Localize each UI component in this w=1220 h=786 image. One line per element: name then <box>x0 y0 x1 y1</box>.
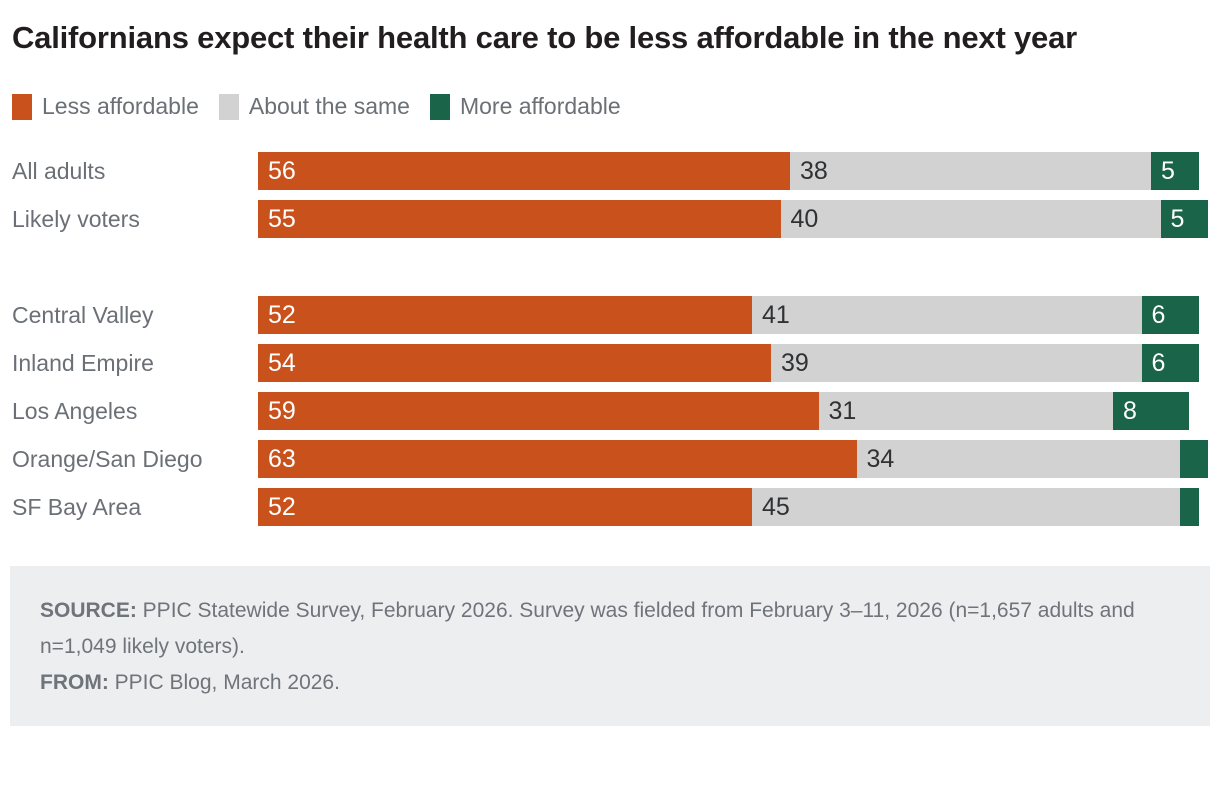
bar-segment-more-affordable: 5 <box>1160 200 1208 238</box>
bar-value-label: 52 <box>268 300 296 329</box>
chart-row: Central Valley 52 41 6 <box>12 296 1208 334</box>
legend-swatch-less-affordable-icon <box>12 93 32 120</box>
legend: Less affordable About the same More affo… <box>12 93 1208 120</box>
bar-value-label: 39 <box>781 348 809 377</box>
legend-label: More affordable <box>459 93 621 119</box>
bar-segment-less-affordable: 55 <box>258 200 781 238</box>
source-note: SOURCE: PPIC Statewide Survey, February … <box>10 566 1210 726</box>
stacked-bar: 59 31 8 <box>258 392 1208 430</box>
chart-title: Californians expect their health care to… <box>12 20 1077 55</box>
bar-value-label: 41 <box>762 300 790 329</box>
bar-value-label: 38 <box>800 156 828 185</box>
bar-group-statewide: All adults 56 38 5 Likely voters 55 40 5 <box>12 152 1208 238</box>
from-text: PPIC Blog, March 2026. <box>108 671 340 694</box>
stacked-bar: 63 34 <box>258 440 1208 478</box>
legend-item-about-the-same: About the same <box>218 93 410 120</box>
bar-value-label: 54 <box>268 348 296 377</box>
group-spacer <box>12 248 1208 296</box>
bar-segment-more-affordable: 6 <box>1141 344 1199 382</box>
bar-segment-about-the-same: 40 <box>780 200 1161 238</box>
legend-swatch-about-the-same-icon <box>218 93 239 120</box>
bar-value-label: 56 <box>268 156 296 185</box>
stacked-bar: 54 39 6 <box>258 344 1208 382</box>
bar-segment-about-the-same: 39 <box>771 344 1142 382</box>
bar-value-label: 8 <box>1123 396 1137 425</box>
bar-segment-about-the-same: 34 <box>856 440 1180 478</box>
chart-row: SF Bay Area 52 45 <box>12 488 1208 526</box>
chart-row: Likely voters 55 40 5 <box>12 200 1208 238</box>
bar-value-label: 45 <box>762 492 790 521</box>
bar-value-label: 55 <box>268 204 296 233</box>
source-text: PPIC Statewide Survey, February 2026. Su… <box>40 599 1135 658</box>
bar-value-label: 59 <box>268 396 296 425</box>
bar-value-label: 5 <box>1161 156 1175 185</box>
row-label: SF Bay Area <box>12 493 142 520</box>
row-label: Likely voters <box>12 205 140 232</box>
chart-row: Inland Empire 54 39 6 <box>12 344 1208 382</box>
bar-value-label: 6 <box>1151 300 1166 329</box>
legend-item-less-affordable: Less affordable <box>12 93 199 120</box>
stacked-bar: 55 40 5 <box>258 200 1208 238</box>
from-line: FROM: PPIC Blog, March 2026. <box>40 665 1180 701</box>
bar-segment-less-affordable: 52 <box>258 488 752 526</box>
row-label: Los Angeles <box>12 397 138 424</box>
stacked-bar-chart: All adults 56 38 5 Likely voters 55 40 5 <box>12 152 1208 526</box>
row-label: Orange/San Diego <box>12 445 203 472</box>
bar-value-label: 31 <box>828 396 857 425</box>
stacked-bar: 52 41 6 <box>258 296 1208 334</box>
row-label: Central Valley <box>12 301 154 328</box>
legend-label: Less affordable <box>42 93 199 119</box>
chart-row: Orange/San Diego 63 34 <box>12 440 1208 478</box>
bar-segment-more-affordable: 8 <box>1113 392 1189 430</box>
bar-segment-about-the-same: 41 <box>752 296 1142 334</box>
bar-value-label: 34 <box>866 444 895 473</box>
stacked-bar: 52 45 <box>258 488 1208 526</box>
bar-value-label: 52 <box>268 492 296 521</box>
source-line: SOURCE: PPIC Statewide Survey, February … <box>40 593 1180 665</box>
source-label: SOURCE: <box>40 599 137 622</box>
legend-label: About the same <box>248 93 410 119</box>
legend-swatch-more-affordable-icon <box>429 93 450 120</box>
bar-segment-less-affordable: 54 <box>258 344 771 382</box>
bar-segment-more-affordable <box>1179 488 1199 526</box>
row-label: Inland Empire <box>12 349 154 376</box>
bar-value-label: 40 <box>790 204 819 233</box>
bar-segment-less-affordable: 52 <box>258 296 752 334</box>
chart-row: All adults 56 38 5 <box>12 152 1208 190</box>
bar-value-label: 63 <box>268 444 296 473</box>
row-label: All adults <box>12 157 106 184</box>
bar-segment-about-the-same: 45 <box>752 488 1180 526</box>
bar-value-label: 6 <box>1151 348 1166 377</box>
bar-segment-more-affordable <box>1179 440 1208 478</box>
bar-segment-less-affordable: 56 <box>258 152 790 190</box>
bar-segment-less-affordable: 59 <box>258 392 819 430</box>
bar-segment-more-affordable: 6 <box>1141 296 1199 334</box>
bar-segment-less-affordable: 63 <box>258 440 857 478</box>
bar-segment-more-affordable: 5 <box>1151 152 1199 190</box>
from-label: FROM: <box>40 671 109 694</box>
bar-segment-about-the-same: 31 <box>818 392 1113 430</box>
stacked-bar: 56 38 5 <box>258 152 1208 190</box>
bar-segment-about-the-same: 38 <box>790 152 1151 190</box>
legend-item-more-affordable: More affordable <box>429 93 621 120</box>
chart-row: Los Angeles 59 31 8 <box>12 392 1208 430</box>
bar-group-regions: Central Valley 52 41 6 Inland Empire 54 … <box>12 296 1208 526</box>
bar-value-label: 5 <box>1170 204 1185 233</box>
